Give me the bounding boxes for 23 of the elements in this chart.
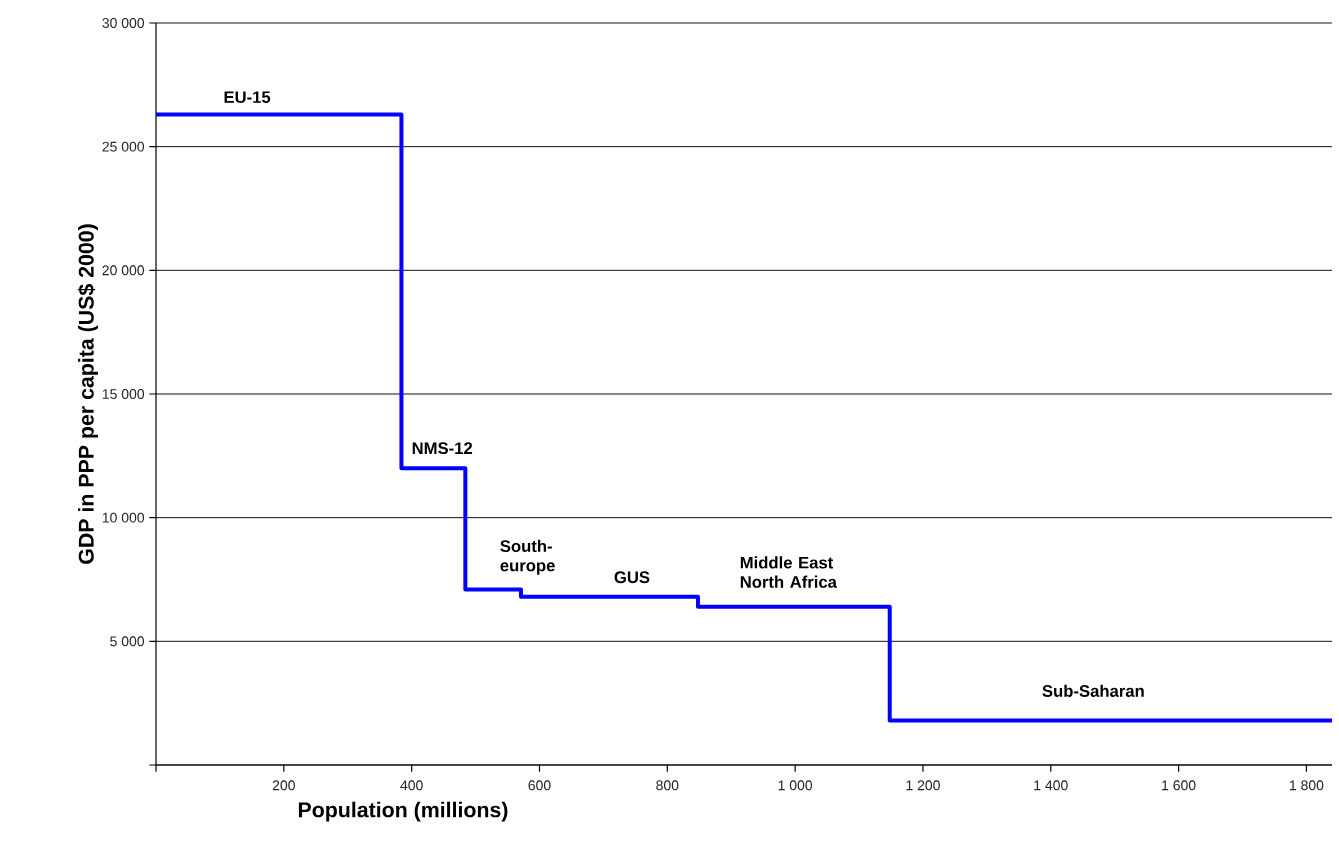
y-tick-label: 10 000 bbox=[102, 512, 145, 523]
y-tick-label: 30 000 bbox=[102, 18, 145, 28]
y-tick-label: 5 000 bbox=[110, 636, 145, 647]
annotation: Middle East North Africa bbox=[740, 556, 838, 588]
x-tick-label: 1 800 bbox=[1289, 780, 1324, 791]
y-tick-label: 20 000 bbox=[102, 265, 145, 276]
y-axis-title: GDP in PPP per capita (US$ 2000) bbox=[77, 224, 98, 564]
x-tick-label: 400 bbox=[400, 780, 423, 791]
annotation: NMS-12 bbox=[412, 442, 473, 455]
y-tick-label: 15 000 bbox=[102, 389, 145, 399]
x-tick-label: 800 bbox=[656, 780, 679, 791]
annotation: EU-15 bbox=[224, 91, 271, 104]
x-tick-label: 600 bbox=[528, 780, 551, 791]
x-tick-label: 1 200 bbox=[906, 780, 940, 791]
x-tick-label: 1 600 bbox=[1162, 780, 1196, 791]
y-tick-label: 25 000 bbox=[102, 141, 145, 152]
annotation: Sub-Saharan bbox=[1042, 684, 1144, 697]
x-tick-label: 1 000 bbox=[778, 780, 813, 791]
x-tick-label: 1 400 bbox=[1034, 780, 1068, 791]
x-tick-label: 200 bbox=[272, 780, 295, 791]
annotation: South-europe bbox=[500, 539, 555, 575]
x-axis-title: Population (millions) bbox=[298, 801, 508, 822]
annotation: GUS bbox=[614, 571, 650, 584]
